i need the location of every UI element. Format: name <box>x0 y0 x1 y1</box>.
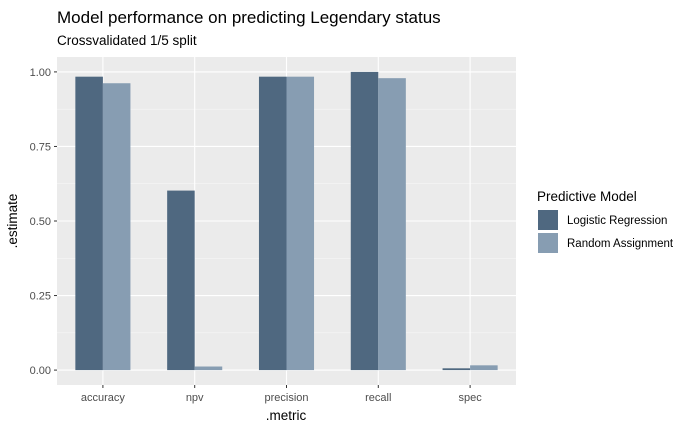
chart-subtitle: Crossvalidated 1/5 split <box>57 33 197 48</box>
bar-npv-random-assignment <box>194 366 223 371</box>
x-axis-title: .metric <box>266 408 307 423</box>
bar-precision-logistic-regression <box>258 76 287 371</box>
chart-title: Model performance on predicting Legendar… <box>57 8 441 27</box>
y-tick-label: 0.75 <box>30 141 51 153</box>
x-tick-label: spec <box>458 392 482 404</box>
bar-accuracy-logistic-regression <box>75 76 103 371</box>
legend-swatch <box>538 210 558 230</box>
bar-recall-logistic-regression <box>350 71 379 371</box>
x-tick-label: accuracy <box>81 392 126 404</box>
bar-precision-random-assignment <box>286 76 315 371</box>
legend-label: Logistic Regression <box>567 215 667 227</box>
bar-spec-random-assignment <box>470 365 498 371</box>
y-axis: 0.00 0.25 0.50 0.75 1.00 <box>30 67 57 377</box>
bar-spec-logistic-regression <box>442 368 471 371</box>
x-tick-label: precision <box>264 392 308 404</box>
legend: Predictive Model Logistic Regression Rand… <box>537 189 674 253</box>
x-axis: accuracy npv precision recall spec <box>81 385 482 404</box>
bar-npv-logistic-regression <box>167 190 195 371</box>
legend-label: Random Assignment <box>567 238 674 250</box>
bars <box>75 71 498 371</box>
bar-recall-random-assignment <box>378 78 406 371</box>
y-tick-label: 0.25 <box>30 291 51 303</box>
y-tick-label: 0.50 <box>30 216 51 228</box>
y-tick-label: 0.00 <box>30 365 51 377</box>
x-tick-label: recall <box>365 392 391 404</box>
bar-accuracy-random-assignment <box>102 83 131 371</box>
legend-title: Predictive Model <box>537 189 637 204</box>
y-axis-title: .estimate <box>5 194 20 249</box>
y-tick-label: 1.00 <box>30 67 51 79</box>
legend-swatch <box>538 233 558 253</box>
x-tick-label: npv <box>186 392 204 404</box>
